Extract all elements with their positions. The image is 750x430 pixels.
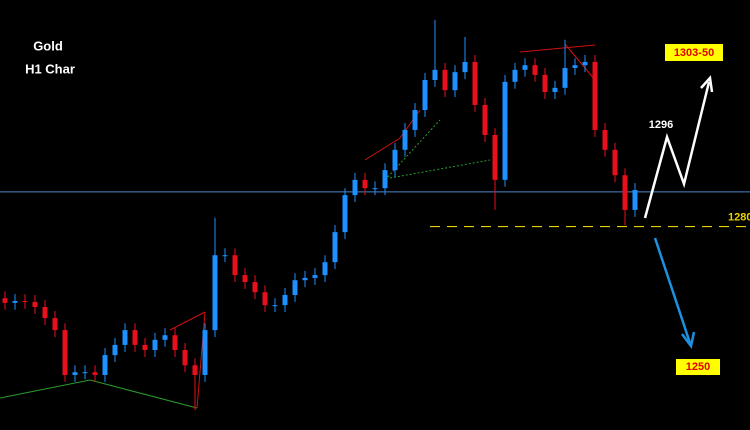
target-label: 1250 xyxy=(686,361,710,373)
candle-body xyxy=(42,307,48,319)
support-label: 1280 xyxy=(728,211,750,223)
candle-body xyxy=(352,179,358,196)
candle-body xyxy=(242,275,248,283)
arrow-head xyxy=(700,75,714,93)
trend-line xyxy=(364,137,401,161)
chart-title: Gold xyxy=(33,38,63,53)
candle-body xyxy=(302,277,308,281)
candle-body xyxy=(482,104,488,136)
candle-body xyxy=(372,188,378,190)
candle-body xyxy=(502,81,508,180)
candle-body xyxy=(102,355,108,375)
candle-body xyxy=(622,175,628,210)
candle-body xyxy=(562,67,568,88)
trend-line xyxy=(564,43,596,81)
trend-line xyxy=(389,159,491,179)
candle-body xyxy=(582,61,588,66)
arrow-head xyxy=(681,331,696,349)
candle-body xyxy=(412,110,418,130)
candle-body xyxy=(262,292,268,306)
candle-body xyxy=(272,305,278,307)
candle-body xyxy=(432,69,438,80)
candle-body xyxy=(122,330,128,345)
candle-body xyxy=(492,135,498,180)
candle-body xyxy=(422,79,428,111)
candle-body xyxy=(452,72,458,91)
candle-body xyxy=(92,372,98,375)
candle-body xyxy=(222,255,228,257)
candle-body xyxy=(602,129,608,150)
arrow-path xyxy=(643,81,711,219)
candle-body xyxy=(362,179,368,189)
candle-body xyxy=(442,69,448,91)
trend-line xyxy=(169,311,206,331)
candle-body xyxy=(292,280,298,295)
candle-body xyxy=(192,365,198,375)
candle-body xyxy=(332,232,338,263)
chart-subtitle: H1 Char xyxy=(25,61,75,76)
target-label: 1296 xyxy=(649,119,673,131)
candle-body xyxy=(62,330,68,375)
target-label: 1303-50 xyxy=(674,47,714,59)
trend-line xyxy=(0,379,91,399)
candle-body xyxy=(132,330,138,345)
candle-body xyxy=(342,195,348,233)
candle-body xyxy=(402,129,408,150)
candle-body xyxy=(392,149,398,171)
target-box xyxy=(676,359,720,375)
candle-body xyxy=(142,344,148,351)
candle-body xyxy=(322,262,328,276)
candle-body xyxy=(382,170,388,189)
candle-body xyxy=(112,344,118,356)
candle-body xyxy=(312,275,318,278)
candle-body xyxy=(632,190,638,210)
candle-body xyxy=(32,301,38,308)
candle-body xyxy=(72,372,78,375)
candle-body xyxy=(552,87,558,93)
candle-body xyxy=(522,65,528,70)
candle-body xyxy=(282,294,288,306)
candle-body xyxy=(212,255,218,331)
candle-body xyxy=(202,330,208,375)
target-box xyxy=(665,44,723,61)
candle-body xyxy=(82,372,88,374)
arrow-path xyxy=(653,237,692,344)
candle-body xyxy=(52,318,58,331)
candle-body xyxy=(162,335,168,340)
candle-body xyxy=(22,301,28,302)
candle-body xyxy=(532,65,538,75)
trend-line xyxy=(196,311,206,409)
candle-body xyxy=(232,255,238,276)
candle-body xyxy=(592,61,598,130)
candle-body xyxy=(2,298,8,303)
candle-body xyxy=(152,339,158,351)
candle-body xyxy=(182,350,188,366)
candle-body xyxy=(172,335,178,351)
trend-line xyxy=(519,44,596,53)
candle-body xyxy=(572,65,578,68)
candle-body xyxy=(472,61,478,105)
plot-area: 1280 xyxy=(0,19,750,411)
trend-line xyxy=(89,379,198,409)
candle-body xyxy=(612,149,618,176)
candle-body xyxy=(462,61,468,73)
candle-body xyxy=(12,301,18,303)
candle-body xyxy=(512,69,518,82)
arrow-down xyxy=(653,237,696,349)
candle-body xyxy=(252,282,258,293)
arrow-up xyxy=(643,75,714,219)
candle-body xyxy=(542,74,548,93)
